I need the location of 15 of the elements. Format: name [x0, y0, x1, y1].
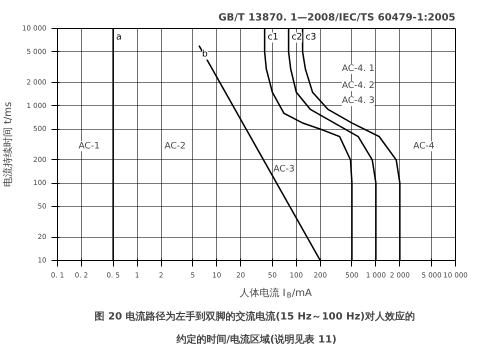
annotation: AC-4 [413, 141, 435, 152]
annotation: AC-4. 1 [342, 64, 375, 74]
text: GB/T 13870. 1—2008/IEC/TS 60479-1:2005 [218, 12, 456, 24]
annotation: AC-4. 2 [342, 81, 375, 92]
series-label: a [116, 32, 122, 42]
annotation: AC-3 [273, 164, 295, 175]
annotation: AC-1 [78, 141, 100, 152]
annotation: AC-2 [164, 141, 186, 152]
series-label: c3 [306, 32, 316, 42]
series-label: b [202, 50, 208, 60]
series-label: c2 [292, 32, 302, 42]
chart-title: 图 20 电流路径为左手到双脚的交流电流(15 Hz～100 Hz)对人效应的约定的时间/电流区域(说明见表 11) [94, 312, 415, 346]
y-axis-title: 电流持续时间 t/ms [2, 102, 14, 188]
series-label: c1 [268, 32, 278, 42]
annotation: AC-4. 3 [342, 96, 375, 106]
